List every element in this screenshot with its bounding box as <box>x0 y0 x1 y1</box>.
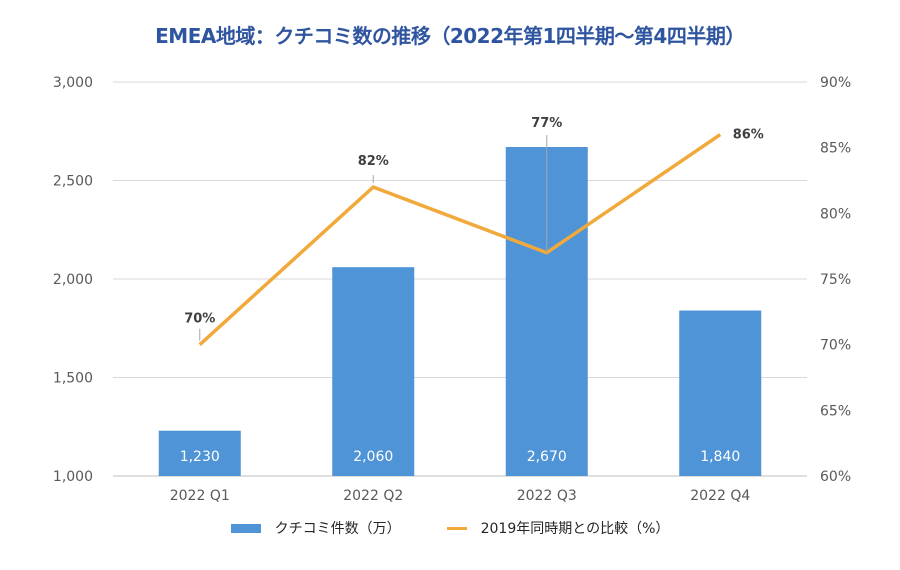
bar <box>158 430 241 476</box>
y-right-tick-label: 75% <box>820 272 851 288</box>
legend-label-line: 2019年同時期との比較（%） <box>480 521 670 537</box>
bar-data-label: 2,060 <box>353 449 393 465</box>
x-tick-label: 2022 Q1 <box>170 488 230 504</box>
y-right-tick-label: 60% <box>820 469 851 485</box>
legend-item-line: 2019年同時期との比較（%） <box>446 518 670 538</box>
legend-swatch-bar <box>230 523 261 533</box>
bar-data-label: 2,670 <box>527 449 567 465</box>
x-tick-label: 2022 Q4 <box>690 488 750 504</box>
bar-data-label: 1,840 <box>700 449 740 465</box>
y-left-tick-label: 2,500 <box>53 174 93 190</box>
y-left-tick-label: 3,000 <box>53 75 93 91</box>
x-tick-label: 2022 Q3 <box>517 488 577 504</box>
y-left-tick-label: 2,000 <box>53 272 93 288</box>
legend: クチコミ件数（万） 2019年同時期との比較（%） <box>0 518 900 538</box>
y-left-tick-label: 1,500 <box>53 371 93 387</box>
line-data-label: 82% <box>358 154 389 169</box>
bar <box>332 267 415 476</box>
line-data-label: 86% <box>733 128 764 143</box>
bar <box>679 310 762 476</box>
line-series <box>198 133 722 346</box>
x-tick-label: 2022 Q2 <box>343 488 403 504</box>
y-right-tick-label: 80% <box>820 206 851 222</box>
chart-title: EMEA地域：クチコミ数の推移（2022年第1四半期～第4四半期） <box>155 24 745 48</box>
y-right-tick-label: 65% <box>820 403 851 419</box>
legend-label-bar: クチコミ件数（万） <box>274 521 401 537</box>
y-right-tick-label: 85% <box>820 141 851 157</box>
line-data-label: 77% <box>531 116 562 131</box>
legend-item-bar: クチコミ件数（万） <box>230 518 401 538</box>
bar-data-label: 1,230 <box>180 449 220 465</box>
y-right-tick-label: 90% <box>820 75 851 91</box>
line-data-label: 70% <box>184 312 215 327</box>
y-right-tick-label: 70% <box>820 338 851 354</box>
legend-swatch-line <box>446 526 467 530</box>
y-left-tick-label: 1,000 <box>53 469 93 485</box>
